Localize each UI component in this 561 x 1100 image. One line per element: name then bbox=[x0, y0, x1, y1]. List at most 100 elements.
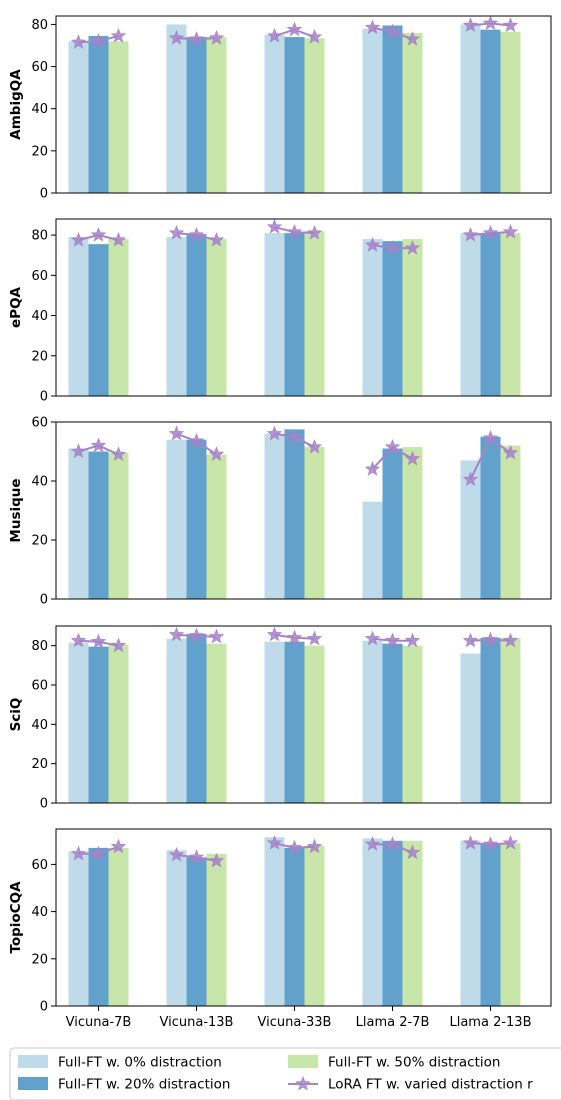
lora-point-sciq-3-2 bbox=[404, 632, 421, 648]
panel-sciq: 0 20 40 60 80 SciQ bbox=[8, 625, 552, 812]
y-axis-label: TopioCQA bbox=[8, 881, 24, 954]
legend-label: Full-FT w. 20% distraction bbox=[58, 1077, 230, 1093]
lora-point-topiocqa-1-1 bbox=[188, 849, 205, 864]
lora-point-ambigqa-1-2 bbox=[208, 30, 225, 45]
bar-ambigqa-s1-0 bbox=[88, 36, 109, 193]
axes-frame-ambigqa bbox=[55, 15, 552, 194]
lora-point-ambigqa-3-1 bbox=[384, 23, 401, 39]
x-tick-label: Llama 2-7B bbox=[356, 1015, 430, 1030]
lora-point-sciq-1-1 bbox=[188, 627, 205, 643]
lora-point-musique-2-1 bbox=[286, 428, 303, 444]
bar-topiocqa-s1-1 bbox=[186, 857, 207, 1006]
chart-legend: Full-FT w. 0% distraction Full-FT w. 50% … bbox=[9, 1047, 561, 1100]
lora-point-musique-0-2 bbox=[110, 446, 127, 462]
bar-sciq-s2-4 bbox=[500, 637, 521, 803]
bar-topiocqa-s2-0 bbox=[108, 847, 129, 1006]
lora-point-topiocqa-3-0 bbox=[364, 836, 381, 851]
y-tick-label: 40 bbox=[31, 475, 48, 490]
lora-point-sciq-2-1 bbox=[286, 629, 303, 645]
bar-epqa-s0-4 bbox=[460, 233, 481, 396]
bar-ambigqa-s0-3 bbox=[362, 28, 383, 193]
lora-point-epqa-2-0 bbox=[266, 218, 283, 234]
bar-epqa-s2-0 bbox=[108, 239, 129, 396]
lora-point-epqa-3-0 bbox=[364, 237, 381, 252]
bar-sciq-s1-3 bbox=[382, 643, 403, 803]
bar-ambigqa-s2-1 bbox=[206, 37, 227, 193]
bar-epqa-s2-4 bbox=[500, 233, 521, 396]
lora-point-topiocqa-4-0 bbox=[462, 835, 479, 850]
bar-sciq-s1-2 bbox=[284, 641, 305, 803]
legend-label: Full-FT w. 50% distraction bbox=[328, 1055, 500, 1071]
lora-point-musique-3-2 bbox=[404, 450, 421, 466]
bar-epqa-s0-2 bbox=[264, 233, 285, 396]
axes-frame-epqa bbox=[55, 218, 552, 397]
y-tick-label: 0 bbox=[40, 1000, 48, 1015]
lora-point-ambigqa-3-2 bbox=[404, 31, 421, 46]
bar-musique-s1-1 bbox=[186, 439, 207, 599]
lora-point-topiocqa-4-1 bbox=[482, 836, 499, 851]
y-axis-label: SciQ bbox=[8, 698, 24, 732]
lora-point-sciq-2-2 bbox=[306, 630, 323, 646]
legend-label: LoRA FT w. varied distraction r bbox=[328, 1077, 533, 1093]
y-tick-label: 0 bbox=[40, 797, 48, 812]
bar-epqa-s0-0 bbox=[68, 237, 89, 396]
y-tick-label: 80 bbox=[31, 18, 48, 33]
bar-musique-s2-0 bbox=[108, 452, 129, 599]
bar-musique-s0-0 bbox=[68, 448, 89, 599]
lora-point-musique-4-2 bbox=[502, 444, 519, 460]
bar-ambigqa-s2-0 bbox=[108, 41, 129, 193]
y-tick-label: 60 bbox=[31, 416, 48, 431]
bar-musique-s0-2 bbox=[264, 433, 285, 599]
lora-point-musique-0-1 bbox=[90, 437, 107, 453]
bar-musique-s2-2 bbox=[304, 447, 325, 599]
lora-point-epqa-3-2 bbox=[404, 240, 421, 255]
bar-sciq-s1-1 bbox=[186, 633, 207, 803]
x-tick-label: Vicuna-7B bbox=[66, 1015, 132, 1030]
lora-point-epqa-1-0 bbox=[168, 224, 185, 240]
bar-topiocqa-s1-4 bbox=[480, 843, 501, 1006]
lora-point-sciq-2-0 bbox=[266, 626, 283, 642]
bar-topiocqa-s0-3 bbox=[362, 838, 383, 1006]
lora-point-topiocqa-2-2 bbox=[306, 838, 323, 854]
lora-point-musique-4-1 bbox=[482, 430, 499, 445]
bar-musique-s2-3 bbox=[402, 447, 423, 599]
bar-musique-s1-3 bbox=[382, 448, 403, 599]
y-tick-label: 0 bbox=[40, 593, 48, 608]
bar-ambigqa-s2-3 bbox=[402, 32, 423, 193]
lora-point-epqa-0-2 bbox=[110, 232, 127, 247]
y-tick-label: 60 bbox=[31, 269, 48, 284]
lora-point-ambigqa-1-0 bbox=[168, 30, 185, 45]
lora-point-epqa-0-0 bbox=[70, 232, 87, 247]
legend-star-swatch bbox=[295, 1075, 311, 1091]
lora-point-epqa-0-1 bbox=[90, 226, 107, 242]
x-tick-label: Vicuna-33B bbox=[258, 1015, 332, 1030]
lora-point-epqa-4-1 bbox=[482, 224, 499, 240]
bar-topiocqa-s1-3 bbox=[382, 840, 403, 1006]
lora-point-ambigqa-2-1 bbox=[286, 21, 303, 37]
lora-point-musique-1-0 bbox=[168, 425, 185, 441]
lora-point-sciq-1-2 bbox=[208, 628, 225, 644]
lora-point-musique-1-1 bbox=[188, 433, 205, 448]
bar-topiocqa-s2-1 bbox=[206, 853, 227, 1006]
lora-point-ambigqa-0-0 bbox=[70, 34, 87, 49]
lora-point-ambigqa-3-0 bbox=[364, 19, 381, 35]
y-tick-label: 80 bbox=[31, 639, 48, 654]
lora-point-musique-4-0 bbox=[462, 471, 479, 487]
y-tick-label: 60 bbox=[31, 679, 48, 694]
y-tick-label: 40 bbox=[31, 718, 48, 733]
bar-epqa-s1-2 bbox=[284, 233, 305, 396]
bar-epqa-s1-3 bbox=[382, 241, 403, 397]
bar-sciq-s0-1 bbox=[166, 638, 187, 803]
bar-ambigqa-s2-4 bbox=[500, 31, 521, 193]
bar-ambigqa-s1-3 bbox=[382, 25, 403, 194]
legend-label: Full-FT w. 0% distraction bbox=[58, 1055, 222, 1071]
bar-epqa-s2-3 bbox=[402, 239, 423, 396]
bar-topiocqa-s0-2 bbox=[264, 837, 285, 1006]
lora-point-epqa-2-1 bbox=[286, 223, 303, 239]
lora-point-topiocqa-1-0 bbox=[168, 846, 185, 862]
bar-sciq-s2-2 bbox=[304, 645, 325, 803]
y-tick-label: 0 bbox=[40, 390, 48, 405]
y-tick-label: 40 bbox=[31, 102, 48, 117]
lora-point-topiocqa-0-1 bbox=[90, 845, 107, 861]
lora-point-sciq-4-1 bbox=[482, 631, 499, 647]
